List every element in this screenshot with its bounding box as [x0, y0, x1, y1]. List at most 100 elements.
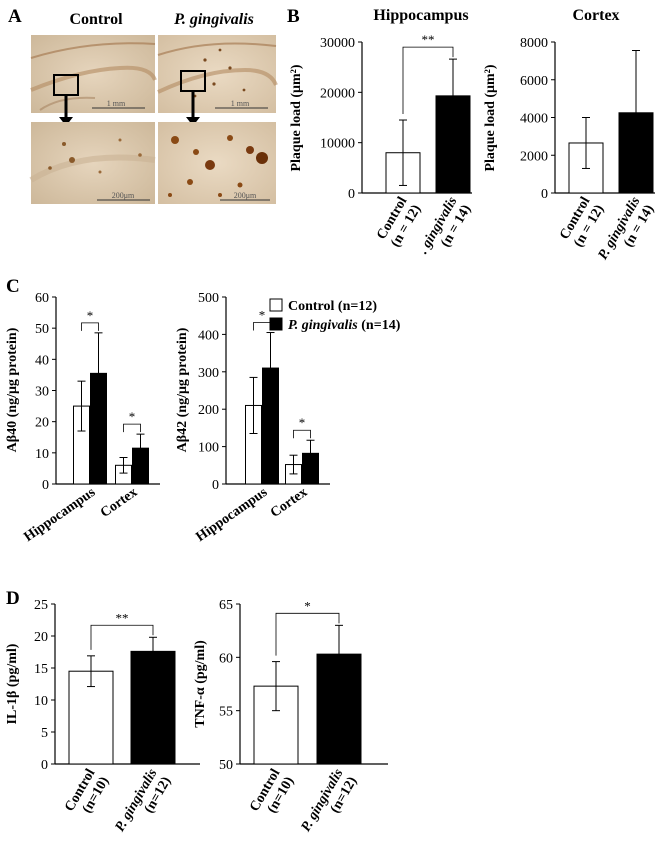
y-tick-label: 0 [541, 187, 548, 202]
y-axis-label: Aβ42 (ng/μg protein) [175, 327, 190, 452]
legend-swatch-pg [269, 317, 283, 331]
bar [316, 653, 362, 765]
significance-bracket [402, 46, 454, 115]
x-group-label: Cortex [98, 485, 140, 521]
x-category-label: Control(n = 12) [374, 194, 424, 250]
y-tick-label: 60 [219, 651, 233, 666]
chart-title: Cortex [572, 7, 619, 24]
y-tick-label: 6000 [520, 74, 548, 89]
bar [130, 650, 176, 765]
y-tick-label: 0 [42, 478, 49, 493]
y-tick-label: 20000 [320, 86, 355, 101]
chart-c-abeta40: 0 10 20 30 40 50 60 Aβ40 (ng/μg protein) * Hippoc… [5, 291, 160, 545]
y-tick-label: 10 [35, 447, 49, 462]
y-tick-label: 0 [41, 758, 48, 773]
y-tick-label: 200 [198, 403, 219, 418]
micrograph-control-low: 1 mm [30, 35, 157, 113]
y-tick-label: 20 [35, 416, 49, 431]
chart-b-hippocampus: 0 10000 20000 30000 Plaque load (μm²) Hippoca… [289, 7, 475, 265]
x-category-label: Control(n=10) [62, 766, 112, 822]
micrograph-pg-high: 200μm [158, 122, 276, 204]
panel-d-letter: D [6, 588, 20, 609]
svg-text:200μm: 200μm [112, 191, 135, 200]
y-tick-label: 60 [35, 291, 49, 306]
significance-bracket [253, 322, 271, 331]
y-tick-label: 5 [41, 726, 48, 741]
legend-label-control: Control (n=12) [288, 299, 377, 314]
y-tick-label: 50 [35, 322, 49, 337]
x-group-label: Hippocampus [21, 485, 98, 545]
panel-c-letter: C [6, 276, 20, 297]
y-axis-label: TNF-α (pg/ml) [193, 640, 208, 728]
bar [302, 452, 319, 485]
significance-label: * [87, 308, 94, 323]
y-tick-label: 300 [198, 366, 219, 381]
y-tick-label: 400 [198, 328, 219, 343]
chart-title: Hippocampus [373, 7, 468, 24]
y-tick-label: 65 [219, 598, 233, 613]
chart-d-tnfa: 50 55 60 65 TNF-α (pg/ml) Control(n=10) P. gin… [193, 598, 388, 836]
y-tick-label: 0 [212, 478, 219, 493]
panel-b-letter: B [287, 6, 300, 27]
x-category-label: P. gingivalis(n=12) [299, 766, 361, 836]
x-category-label: . gingivalis(n = 14) [416, 194, 475, 265]
y-axis-label: Aβ40 (ng/μg protein) [5, 327, 20, 452]
legend: Control (n=12) P. gingivalis (n=14) [269, 298, 401, 333]
y-tick-label: 30000 [320, 36, 355, 51]
bar [435, 95, 471, 194]
x-category-label: Control(n = 12) [557, 194, 607, 250]
y-tick-label: 4000 [520, 112, 548, 127]
y-tick-label: 40 [35, 353, 49, 368]
chart-b-cortex: 0 2000 4000 6000 8000 Plaque load (μm²) Cortex… [483, 7, 658, 270]
svg-text:200μm: 200μm [234, 191, 257, 200]
significance-bracket [90, 624, 154, 650]
y-tick-label: 10000 [320, 137, 355, 152]
svg-text:1 mm: 1 mm [107, 99, 126, 108]
y-tick-label: 15 [34, 662, 48, 677]
legend-label-pg: P. gingivalis (n=14) [288, 318, 401, 333]
micrograph-control-high: 200μm [29, 122, 156, 204]
y-tick-label: 500 [198, 291, 219, 306]
significance-bracket [123, 423, 141, 433]
y-axis-label: IL-1β (pg/ml) [5, 643, 20, 724]
x-category-label: P. gingivalis(n=12) [113, 766, 175, 836]
x-category-label: Control(n=10) [247, 766, 297, 822]
panel-a-control-header: Control [69, 11, 123, 28]
x-group-label: Hippocampus [193, 485, 270, 545]
panel-a-letter: A [8, 6, 22, 27]
x-category-label: P. gingivalis(n = 14) [596, 194, 658, 270]
y-axis-label: Plaque load (μm²) [289, 64, 304, 171]
y-tick-label: 55 [219, 705, 233, 720]
y-tick-label: 100 [198, 441, 219, 456]
micrograph-pg-low: 1 mm [157, 35, 278, 113]
significance-bracket [81, 322, 99, 331]
arrow-down-icon [186, 92, 200, 126]
y-tick-label: 30 [35, 385, 49, 400]
significance-bracket [293, 429, 311, 439]
panel-a-pg-header: P. gingivalis [173, 11, 254, 28]
y-tick-label: 10 [34, 694, 48, 709]
bar [90, 372, 107, 485]
y-tick-label: 2000 [520, 149, 548, 164]
significance-label: ** [116, 610, 129, 625]
y-tick-label: 8000 [520, 36, 548, 51]
significance-bracket [275, 612, 340, 656]
arrow-down-icon [59, 96, 73, 126]
y-tick-label: 20 [34, 630, 48, 645]
y-tick-label: 0 [348, 187, 355, 202]
bar [262, 367, 279, 485]
chart-d-il1b: 0 5 10 15 20 25 IL-1β (pg/ml) Control(n=10) P. g… [5, 598, 200, 836]
significance-label: * [259, 308, 266, 323]
inset-box [180, 70, 206, 92]
y-axis-label: Plaque load (μm²) [483, 64, 498, 171]
bar [618, 112, 654, 194]
legend-swatch-control [269, 298, 283, 312]
significance-label: * [304, 598, 311, 613]
svg-text:1 mm: 1 mm [231, 99, 250, 108]
x-group-label: Cortex [268, 485, 310, 521]
significance-label: * [299, 415, 306, 430]
y-tick-label: 50 [219, 758, 233, 773]
inset-box [53, 74, 79, 96]
bar [132, 447, 149, 485]
